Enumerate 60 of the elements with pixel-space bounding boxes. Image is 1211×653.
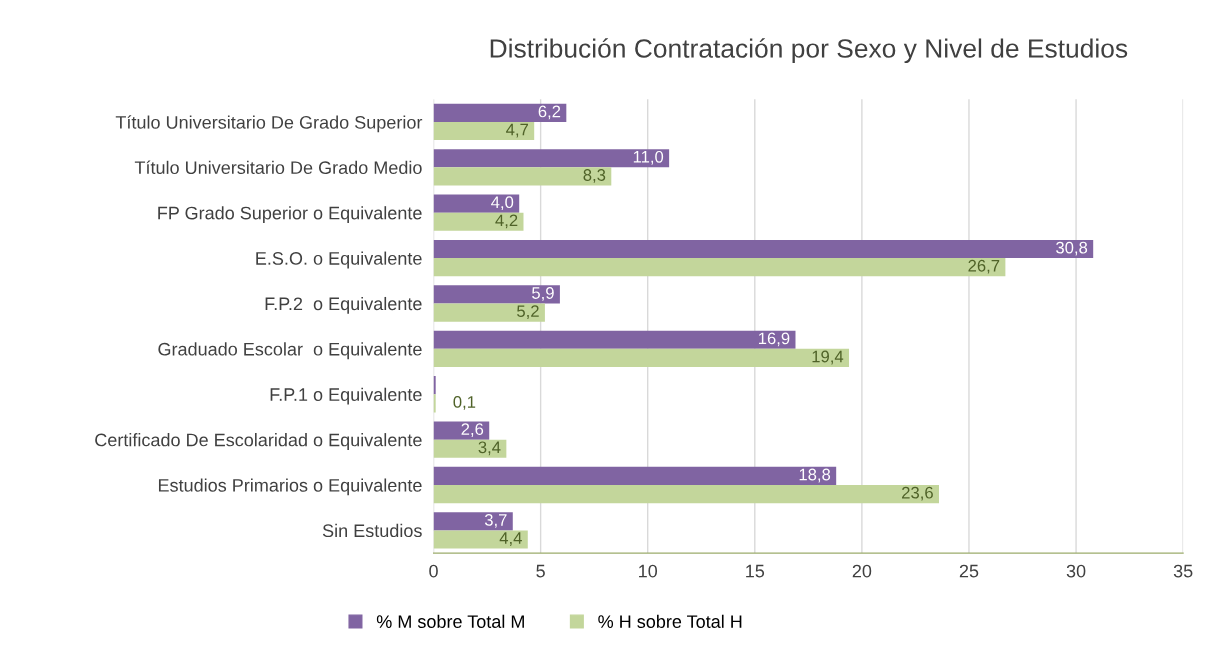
y-tick-label: F.P.1 o Equivalente [270, 387, 422, 405]
bar [433, 439, 507, 458]
data-label: 30,8 [1056, 241, 1088, 256]
data-label: 16,9 [758, 332, 790, 347]
data-label: 18,8 [799, 468, 831, 483]
bar [433, 485, 939, 504]
bar [433, 512, 513, 531]
y-tick-label: Certificado De Escolaridad o Equivalente [95, 433, 422, 450]
legend-label: % M sobre Total M [376, 614, 524, 628]
data-label: 4,7 [506, 123, 529, 138]
chart-title: Distribución Contratación por Sexo y Nivel de Estudios [490, 38, 1128, 64]
bar [433, 348, 850, 368]
y-tick-label: E.S.O. o Equivalente [256, 251, 422, 269]
y-tick-label: F.P.2 o Equivalente [265, 296, 422, 314]
data-label: 4,2 [495, 214, 518, 229]
data-label: 4,0 [491, 196, 514, 211]
legend-label: % H sobre Total H [598, 614, 742, 628]
data-label: 5,9 [532, 287, 554, 301]
data-label: 5,2 [517, 305, 539, 319]
x-tick-label: 20 [852, 564, 872, 578]
bar [433, 212, 524, 231]
bar [433, 103, 567, 122]
data-label: 19,4 [812, 350, 844, 365]
y-tick-label: FP Grado Superior o Equivalente [158, 206, 422, 223]
data-label: 3,7 [484, 513, 507, 528]
bar [433, 303, 545, 322]
bar [433, 121, 535, 141]
bar [433, 421, 490, 440]
data-label: 6,2 [538, 105, 561, 120]
bar [433, 194, 520, 213]
x-tick-label: 15 [746, 564, 765, 578]
bar [433, 167, 612, 186]
x-tick-label: 0 [429, 564, 438, 578]
bar [433, 285, 560, 304]
bar [433, 258, 1006, 277]
x-tick-label: 25 [959, 564, 979, 578]
x-tick-label: 35 [1173, 564, 1193, 578]
y-tick-label: Estudios Primarios o Equivalente [158, 478, 422, 496]
bar [433, 239, 1094, 259]
data-label: 8,3 [583, 169, 606, 183]
x-tick-label: 5 [536, 564, 545, 578]
bar [433, 394, 436, 413]
y-tick-label: Título Universitario De Grado Medio [134, 160, 422, 175]
bar [433, 149, 670, 168]
y-tick-label: Sin Estudios [322, 523, 422, 538]
x-tick-label: 30 [1066, 564, 1086, 578]
bar [433, 466, 837, 486]
data-label: 3,4 [478, 441, 501, 456]
data-label: 4,4 [499, 532, 522, 546]
bar [433, 530, 528, 549]
x-tick-label: 10 [639, 564, 658, 578]
data-label: 11,0 [633, 150, 664, 165]
data-label: 0,1 [453, 396, 476, 410]
data-label: 26,7 [968, 259, 1000, 274]
y-tick-label: Título Universitario De Grado Superior [115, 115, 423, 133]
data-label: 23,6 [902, 486, 933, 501]
bar [433, 376, 436, 395]
bar [433, 330, 796, 349]
data-label: 2,6 [461, 423, 484, 437]
y-tick-label: Graduado Escolar o Equivalente [158, 342, 422, 360]
